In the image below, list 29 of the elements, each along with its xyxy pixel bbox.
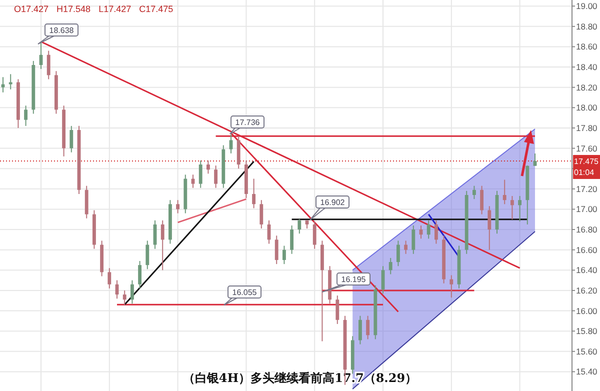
y-tick-label: 18.20	[576, 82, 598, 92]
annotation: 16.902	[320, 198, 346, 207]
y-tick-label: 15.80	[576, 326, 598, 336]
y-tick-label: 17.00	[576, 204, 598, 214]
annotation: 16.055	[232, 288, 258, 297]
y-tick-label: 16.20	[576, 285, 598, 296]
annotation: 18.638	[49, 26, 74, 35]
annotation: H17.548	[56, 4, 91, 14]
y-tick-label: 18.40	[576, 62, 598, 72]
y-tick-label: 16.40	[576, 265, 598, 276]
y-tick-label: 15.40	[576, 366, 598, 377]
y-tick-label: 17.80	[576, 122, 598, 133]
annotation: 16.195	[341, 275, 366, 284]
y-tick-label: 18.60	[576, 42, 598, 52]
annotation: L17.427	[98, 4, 132, 14]
y-tick-label: 19.00	[576, 1, 598, 12]
text: 01:04	[574, 168, 595, 177]
y-tick-label: 16.00	[576, 306, 598, 316]
y-tick-label: 18.80	[576, 21, 598, 32]
y-tick-label: 16.60	[576, 244, 598, 255]
annotation: 17.736	[235, 118, 260, 127]
y-tick-label: 17.60	[576, 143, 598, 154]
y-tick-label: 16.80	[576, 224, 598, 235]
y-tick-label: 17.20	[576, 184, 598, 194]
annotation: C17.475	[139, 4, 174, 14]
ref-line-label: 17.475	[574, 156, 600, 166]
annotation: O17.427	[14, 4, 49, 14]
y-tick-label: 15.60	[576, 346, 598, 356]
y-tick-label: 18.00	[576, 102, 598, 113]
